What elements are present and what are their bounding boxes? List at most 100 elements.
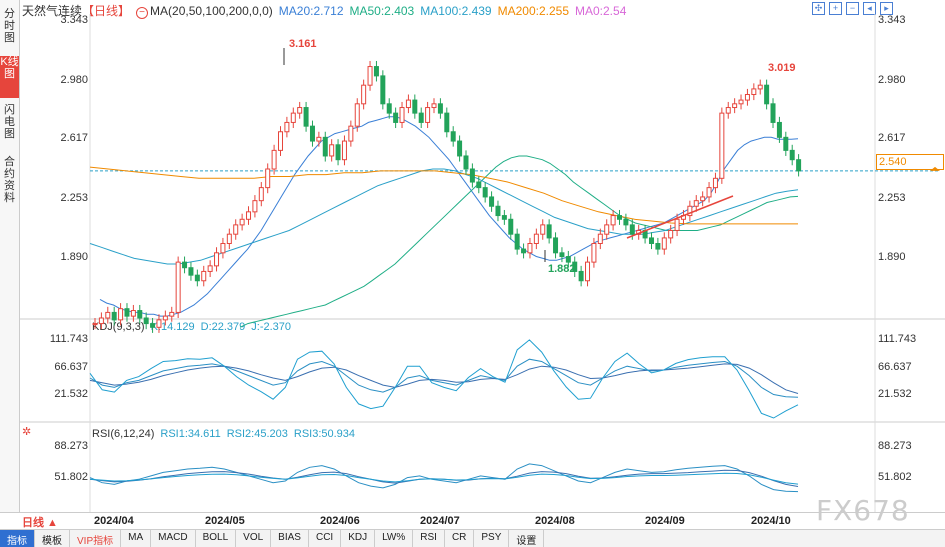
current-price-arrow <box>930 167 940 171</box>
candle-body <box>662 238 666 249</box>
candle-body <box>298 108 302 114</box>
tab-macd[interactable]: MACD <box>151 530 195 547</box>
date-label: 2024/05 <box>205 515 245 527</box>
tab-ma[interactable]: MA <box>121 530 151 547</box>
candle-body <box>438 104 442 113</box>
tab-psy[interactable]: PSY <box>474 530 509 547</box>
candle-body <box>330 145 334 156</box>
date-label: 2024/10 <box>751 515 791 527</box>
candle-body <box>458 141 462 156</box>
candle-body <box>739 100 743 104</box>
candle-body <box>720 113 724 178</box>
candle-body <box>310 126 314 141</box>
tab-lw[interactable]: LW% <box>375 530 413 547</box>
candle-body <box>618 216 622 220</box>
tab-cr[interactable]: CR <box>445 530 474 547</box>
candle-body <box>560 253 564 257</box>
candle-body <box>592 244 596 263</box>
candle-body <box>106 312 110 318</box>
candle-body <box>733 104 737 108</box>
candle-body <box>291 113 295 122</box>
candle-body <box>151 324 155 328</box>
high-marker-label: 3.161 <box>289 38 317 50</box>
candle-body <box>554 238 558 253</box>
candle-body <box>713 178 717 187</box>
candle-body <box>477 182 481 188</box>
date-label: 2024/09 <box>645 515 685 527</box>
candle-body <box>394 113 398 122</box>
candle-body <box>445 113 449 132</box>
candle-body <box>387 104 391 113</box>
kdj-k-line <box>90 359 798 397</box>
candle-body <box>259 188 263 201</box>
candle-body <box>598 234 602 243</box>
candle-body <box>630 225 634 234</box>
tab-kdj[interactable]: KDJ <box>341 530 375 547</box>
candle-body <box>419 113 423 122</box>
candle-body <box>317 137 321 141</box>
candle-body <box>215 253 219 266</box>
candle-body <box>522 249 526 253</box>
candle-body <box>278 132 282 151</box>
candle-body <box>349 126 353 141</box>
candle-body <box>336 145 340 160</box>
rsi3-line <box>90 473 798 484</box>
candle-body <box>368 67 372 86</box>
candle-body <box>355 104 359 126</box>
tab-boll[interactable]: BOLL <box>196 530 237 547</box>
candle-body <box>758 85 762 89</box>
candle-body <box>777 122 781 137</box>
candle-body <box>669 230 673 237</box>
tab-bias[interactable]: BIAS <box>271 530 309 547</box>
ma20-line <box>100 117 798 316</box>
tab-vol[interactable]: VOL <box>236 530 271 547</box>
tab-settings[interactable]: 设置 <box>509 530 544 547</box>
candle-body <box>752 89 756 95</box>
candle-body <box>413 100 417 113</box>
candle-body <box>208 266 212 272</box>
candle-body <box>547 225 551 238</box>
candle-body <box>502 216 506 220</box>
tab-rsi[interactable]: RSI <box>413 530 445 547</box>
candle-body <box>726 108 730 114</box>
candle-body <box>586 262 590 281</box>
candle-body <box>138 311 142 318</box>
candle-body <box>221 244 225 253</box>
candle-body <box>432 104 436 108</box>
tab-cci[interactable]: CCI <box>309 530 341 547</box>
date-label: 2024/07 <box>420 515 460 527</box>
period-selector-button[interactable]: 日线 ▲ <box>22 514 82 528</box>
low-marker-label: 1.882 <box>548 263 576 275</box>
tab-indicators[interactable]: 指标 <box>0 530 35 547</box>
high-marker-label: 3.019 <box>768 62 796 74</box>
candle-body <box>272 150 276 169</box>
candle-body <box>605 225 609 234</box>
date-label: 2024/04 <box>94 515 134 527</box>
candle-body <box>464 156 468 169</box>
tab-template[interactable]: 模板 <box>35 530 70 547</box>
candle-body <box>240 219 244 225</box>
candle-body <box>790 150 794 159</box>
candle-body <box>490 197 494 206</box>
candle-body <box>515 234 519 249</box>
candle-body <box>183 262 187 268</box>
candle-body <box>157 320 161 327</box>
candle-body <box>304 108 308 127</box>
tab-vip-indicators[interactable]: VIP指标 <box>70 530 121 547</box>
candle-body <box>189 268 193 275</box>
candle-body <box>784 137 788 150</box>
candle-body <box>227 234 231 243</box>
candle-body <box>266 169 270 188</box>
candle-body <box>483 188 487 197</box>
date-label: 2024/08 <box>535 515 575 527</box>
candle-body <box>202 271 206 280</box>
candle-body <box>362 85 366 104</box>
date-axis: 日线 ▲ 2024/04 2024/05 2024/06 2024/07 202… <box>0 512 945 529</box>
candle-body <box>534 234 538 243</box>
candle-body <box>426 108 430 123</box>
price-chart[interactable]: 3.161 3.019 1.882 <box>0 0 945 512</box>
candle-body <box>253 201 257 212</box>
candle-body <box>163 316 167 320</box>
candle-body <box>125 309 129 316</box>
candle-body <box>496 206 500 215</box>
